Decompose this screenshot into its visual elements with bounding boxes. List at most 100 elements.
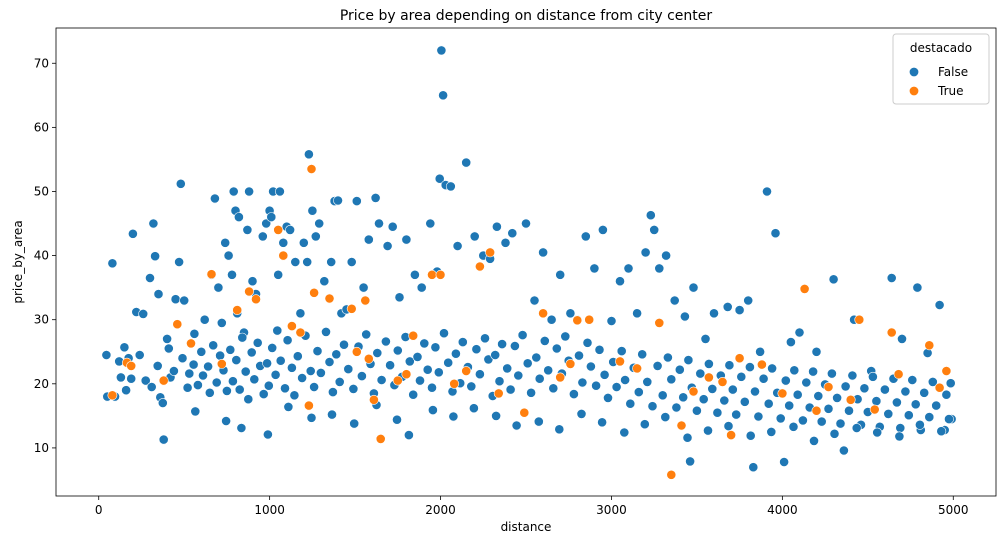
data-point-false (273, 269, 284, 280)
data-point-false (295, 308, 306, 319)
data-point-false (663, 352, 673, 363)
x-tick-label: 0 (95, 503, 103, 517)
data-point-false (439, 328, 449, 339)
data-point-false (839, 445, 849, 456)
data-point-false (272, 325, 283, 336)
data-point-false (415, 375, 425, 386)
data-point-true (216, 358, 227, 369)
data-point-false (632, 308, 642, 319)
data-point-false (555, 269, 566, 280)
legend-title: destacado (910, 41, 972, 55)
data-point-false (213, 282, 224, 293)
data-point-false (282, 335, 293, 346)
data-point-false (538, 247, 548, 258)
data-point-false (240, 366, 251, 377)
data-point-false (755, 346, 765, 357)
data-point-true (666, 469, 677, 480)
data-point-false (511, 420, 522, 431)
data-point-false (722, 301, 733, 312)
data-point-false (358, 282, 369, 293)
data-point-false (324, 357, 335, 367)
data-point-false (871, 396, 882, 406)
data-point-false (427, 382, 437, 393)
data-point-false (745, 430, 756, 441)
data-point-false (182, 382, 193, 393)
data-point-false (192, 380, 203, 390)
legend: destacado False True (892, 33, 990, 105)
data-point-false (816, 416, 827, 427)
data-point-true (375, 433, 386, 444)
data-point-false (945, 378, 956, 389)
data-point-false (912, 282, 923, 293)
data-point-false (177, 353, 188, 364)
data-point-false (152, 360, 163, 371)
data-point-false (209, 193, 220, 204)
data-point-true (676, 420, 687, 431)
data-point-false (529, 295, 540, 306)
data-point-false (422, 364, 433, 375)
data-point-false (591, 380, 601, 391)
data-point-false (419, 338, 430, 349)
data-point-false (724, 360, 735, 371)
data-point-false (416, 282, 427, 293)
data-point-false (404, 356, 415, 367)
data-point-true (632, 363, 642, 374)
data-point-false (394, 292, 405, 303)
data-point-false (611, 382, 622, 392)
data-point-false (809, 435, 819, 446)
data-point-true (295, 327, 306, 338)
data-point-false (153, 289, 164, 299)
data-point-false (285, 224, 295, 235)
data-point-false (408, 389, 419, 400)
data-point-false (897, 333, 907, 344)
data-point-false (243, 394, 254, 405)
data-point-false (448, 411, 459, 422)
data-point-false (851, 423, 862, 433)
data-point-true (186, 338, 196, 349)
data-point-false (941, 389, 952, 400)
legend-label-false: False (938, 65, 968, 79)
data-point-false (321, 326, 331, 337)
data-point-false (101, 350, 112, 360)
data-point-false (868, 371, 878, 382)
data-point-false (577, 377, 588, 388)
data-point-false (189, 328, 200, 339)
data-point-true (893, 369, 904, 380)
data-point-true (351, 346, 362, 357)
data-point-false (401, 234, 412, 245)
data-point-true (869, 404, 880, 415)
data-point-true (654, 317, 665, 328)
data-point-false (823, 403, 834, 414)
data-point-false (327, 387, 338, 397)
data-point-false (121, 385, 131, 396)
data-point-false (457, 337, 468, 347)
data-point-false (551, 343, 562, 354)
data-point-false (927, 376, 938, 387)
data-point-false (513, 370, 524, 381)
data-point-false (244, 186, 254, 197)
data-point-false (297, 373, 307, 383)
data-point-true (461, 366, 472, 376)
data-point-false (606, 316, 617, 326)
data-point-false (731, 409, 742, 420)
data-point-false (900, 386, 911, 397)
data-point-false (811, 346, 822, 357)
data-point-false (517, 330, 528, 340)
data-point-false (554, 424, 565, 435)
data-point-false (261, 218, 272, 229)
data-point-false (808, 366, 818, 377)
data-point-false (382, 241, 393, 251)
data-point-true (717, 376, 728, 387)
data-point-false (574, 350, 584, 361)
data-point-false (134, 350, 145, 360)
data-point-false (425, 218, 436, 229)
data-point-false (700, 333, 711, 344)
data-point-false (412, 351, 423, 362)
data-point-true (244, 286, 254, 297)
data-point-false (127, 228, 138, 239)
data-point-true (363, 353, 374, 364)
data-point-false (274, 186, 285, 197)
data-point-false (788, 421, 799, 432)
data-point-false (669, 295, 680, 306)
y-tick-label: 50 (34, 184, 49, 198)
